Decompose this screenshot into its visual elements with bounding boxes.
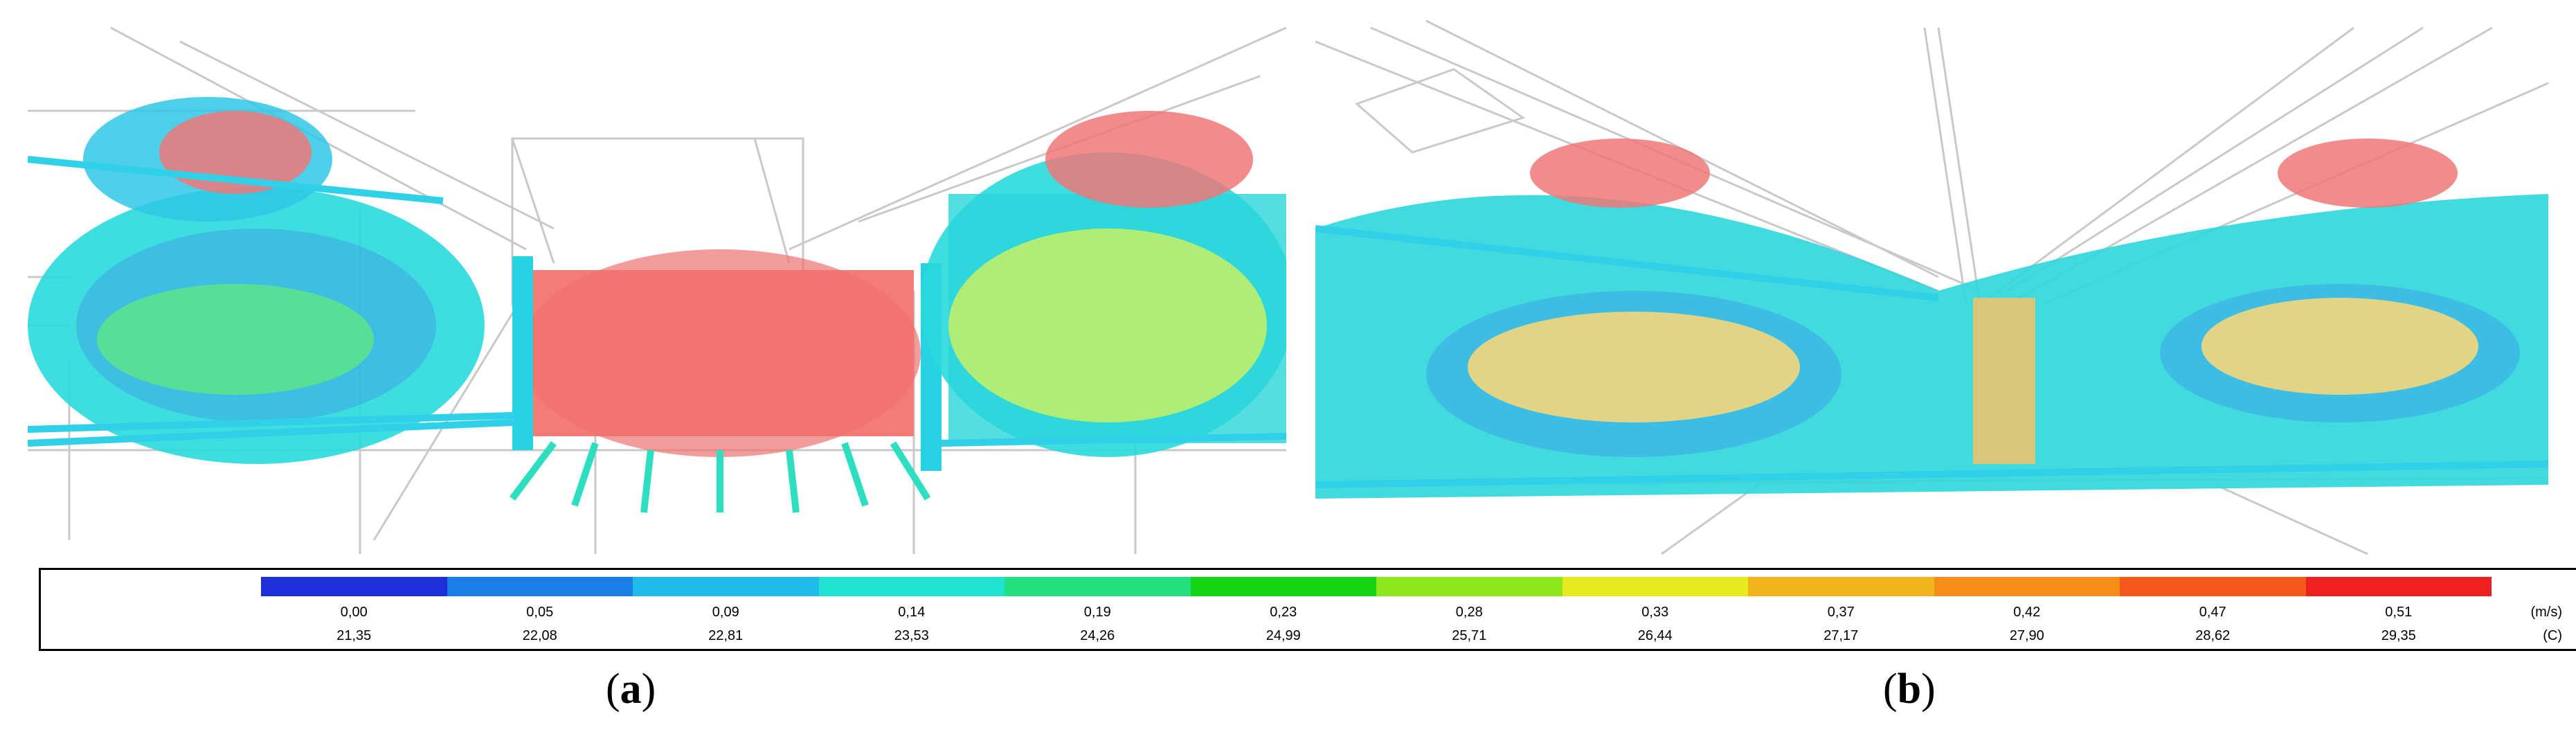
legend-swatch — [1376, 577, 1562, 596]
caption-b-close: ) — [1921, 666, 1936, 713]
legend-speed-value: 0,51 — [2385, 605, 2413, 620]
vector-field-a — [28, 26, 1286, 554]
legend-temp-value: 23,53 — [894, 628, 929, 643]
caption-a-open: ( — [606, 666, 620, 713]
color-legend: 0,00 0,05 0,09 0,14 0,19 0,23 0,28 0,33 0,37 0,42… — [39, 568, 2576, 651]
legend-swatch — [447, 577, 633, 596]
simulation-panel-b — [1315, 0, 2548, 568]
legend-speed-value: 0,00 — [340, 605, 368, 620]
flow-region-right-a — [921, 111, 1286, 457]
legend-temp-value: 22,08 — [522, 628, 557, 643]
caption-b: (b) — [1883, 665, 1936, 714]
legend-swatch — [1190, 577, 1376, 596]
caption-a-letter: a — [620, 666, 642, 713]
legend-speed-value: 0,14 — [898, 605, 926, 620]
flow-region-b — [1315, 139, 2548, 499]
legend-speed-value: 0,47 — [2199, 605, 2226, 620]
caption-a: (a) — [606, 665, 656, 714]
flow-region-center-a — [510, 249, 942, 513]
legend-speed-value: 0,42 — [2013, 605, 2041, 620]
legend-swatch — [633, 577, 819, 596]
legend-speed-value: 0,19 — [1083, 605, 1111, 620]
caption-a-close: ) — [641, 666, 656, 713]
legend-temp-value: 27,90 — [2009, 628, 2044, 643]
simulation-panel-a — [28, 0, 1286, 568]
legend-swatch — [1934, 577, 2120, 596]
legend-speed-value: 0,33 — [1641, 605, 1669, 620]
legend-temp-value: 24,26 — [1080, 628, 1115, 643]
flow-region-left-a — [28, 97, 485, 464]
vector-field-b — [1315, 19, 2548, 555]
caption-b-letter: b — [1897, 666, 1922, 713]
base-streaks-a — [28, 156, 1286, 447]
legend-speed-value: 0,09 — [712, 605, 739, 620]
legend-temp-value: 28,62 — [2195, 628, 2231, 643]
legend-speed-value: 0,37 — [1827, 605, 1855, 620]
legend-swatch — [2120, 577, 2306, 596]
legend-speed-value: 0,28 — [1455, 605, 1483, 620]
legend-swatch — [1748, 577, 1934, 596]
legend-temp-value: 21,35 — [336, 628, 372, 643]
legend-swatch — [2305, 577, 2492, 596]
legend-temp-row: 21,35 22,08 22,81 23,53 24,26 24,99 25,71 26,44… — [261, 628, 2492, 644]
base-streaks-b — [1315, 225, 2548, 488]
legend-speed-value: 0,23 — [1270, 605, 1297, 620]
legend-swatch — [1562, 577, 1748, 596]
legend-swatch — [261, 577, 447, 596]
legend-color-bar — [261, 577, 2492, 596]
legend-temp-value: 22,81 — [708, 628, 744, 643]
legend-speed-value: 0,05 — [526, 605, 554, 620]
caption-b-open: ( — [1883, 666, 1898, 713]
legend-temp-value: 25,71 — [1452, 628, 1487, 643]
legend-swatch — [818, 577, 1005, 596]
speed-unit: (m/s) — [2530, 605, 2562, 620]
legend-temp-value: 29,35 — [2381, 628, 2416, 643]
legend-temp-value: 24,99 — [1266, 628, 1301, 643]
legend-swatch — [1005, 577, 1191, 596]
legend-temp-value: 26,44 — [1637, 628, 1673, 643]
temp-unit: (C) — [2543, 628, 2562, 643]
legend-temp-value: 27,17 — [1823, 628, 1859, 643]
legend-speed-row: 0,00 0,05 0,09 0,14 0,19 0,23 0,28 0,33 0,37 0,42… — [261, 605, 2492, 621]
